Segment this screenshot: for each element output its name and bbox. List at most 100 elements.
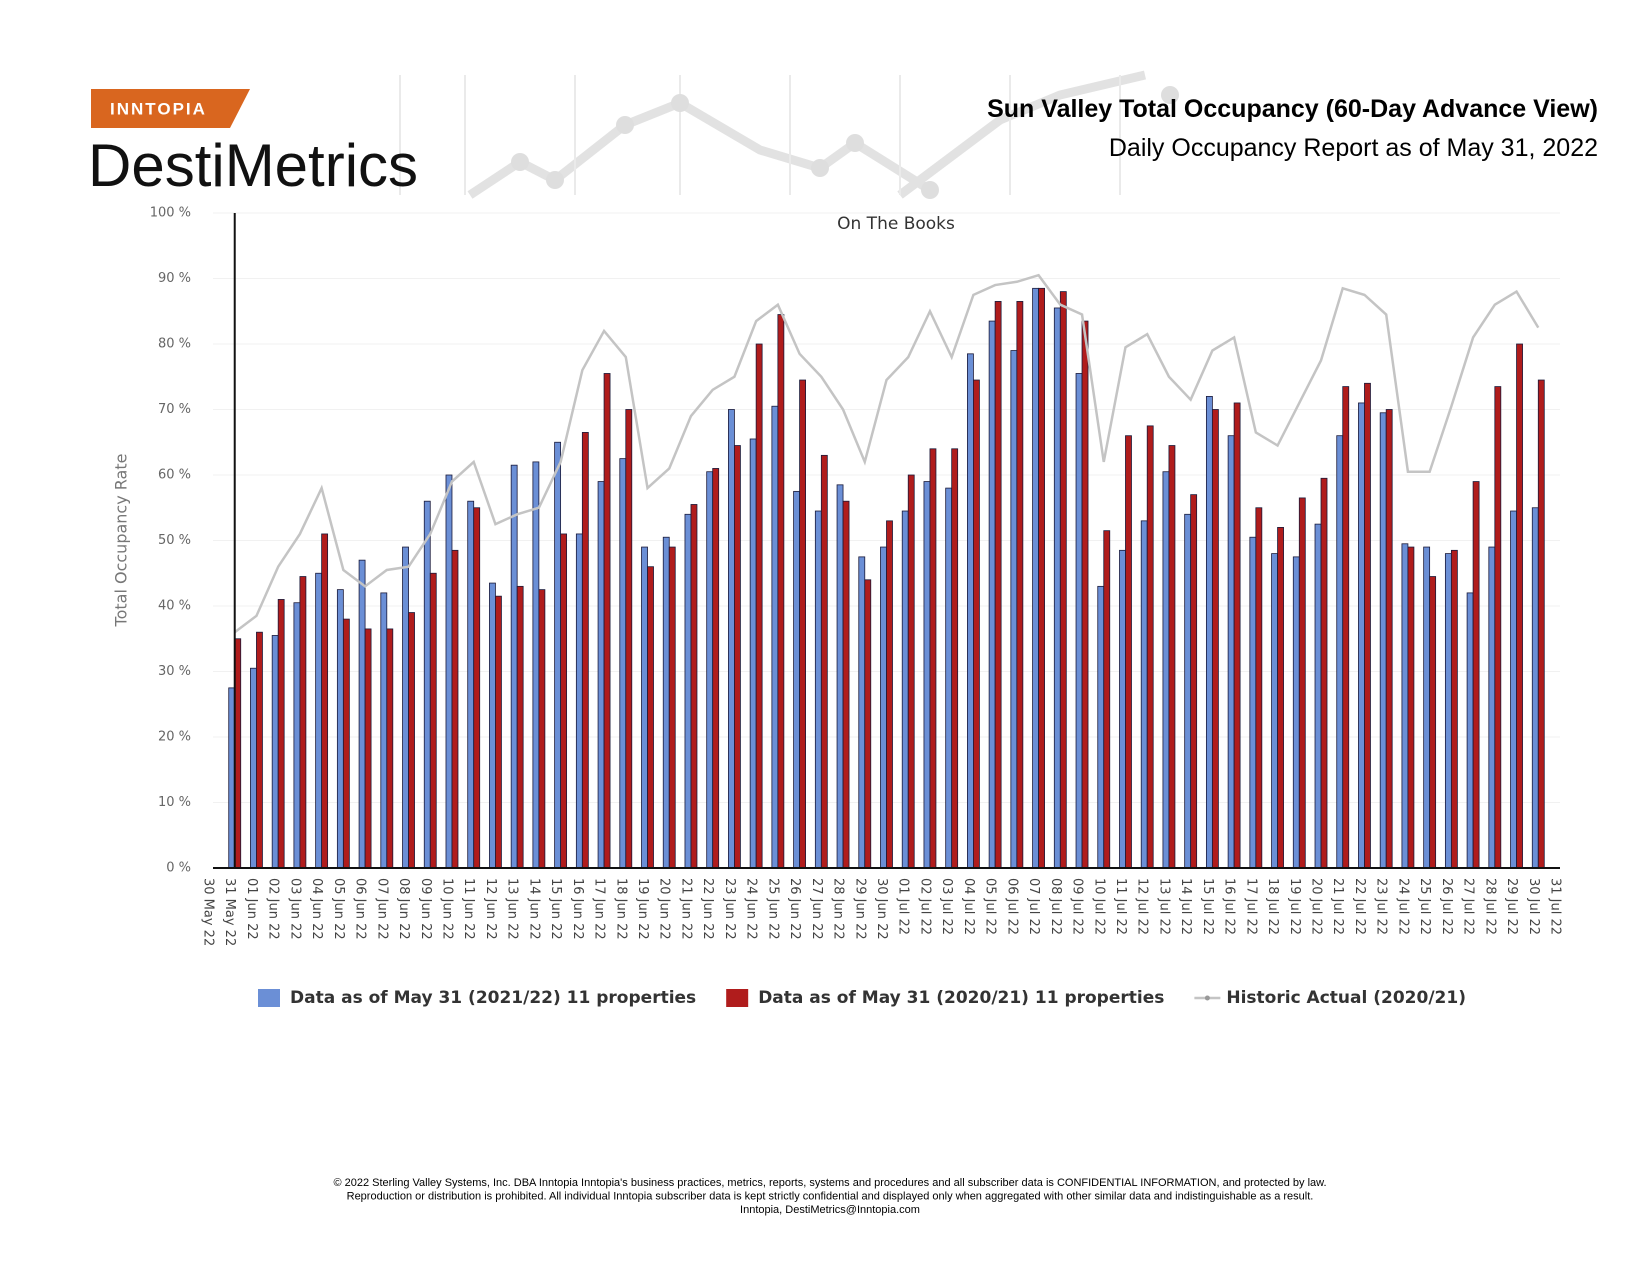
- line: [233, 273, 1540, 634]
- bar: [973, 379, 980, 869]
- bar: [647, 566, 654, 869]
- bar: [728, 409, 735, 869]
- bar: [1314, 523, 1322, 869]
- bar: [336, 589, 344, 869]
- legend-label: Historic Actual (2020/21): [1226, 988, 1466, 1008]
- x-tick-label: 23 Jun 22: [722, 878, 737, 940]
- bar: [619, 458, 627, 869]
- y-tick-label: 100 %: [150, 206, 191, 221]
- bar: [907, 474, 915, 869]
- x-tick-label: 20 Jul 22: [1309, 878, 1324, 935]
- y-tick-label: 90 %: [158, 271, 191, 286]
- logo-product: DestiMetrics: [88, 132, 418, 199]
- bar: [1053, 307, 1061, 869]
- bar: [1119, 549, 1126, 869]
- x-tick-label: 31 May 22: [222, 878, 237, 946]
- legend-label: Data as of May 31 (2021/22) 11 propertie…: [290, 988, 696, 1008]
- x-tick-label: 29 Jul 22: [1504, 878, 1519, 935]
- bar: [749, 438, 757, 869]
- x-tick-label: 27 Jun 22: [809, 878, 824, 940]
- bar: [575, 533, 583, 869]
- bar: [1081, 320, 1089, 869]
- x-tick-label: 08 Jul 22: [1048, 878, 1063, 935]
- bar: [358, 559, 366, 869]
- bar: [1190, 494, 1198, 869]
- bar: [532, 461, 540, 869]
- y-tick-label: 20 %: [158, 730, 191, 745]
- bar: [408, 612, 415, 869]
- bar: [929, 448, 937, 869]
- plot-title: On The Books: [837, 214, 955, 234]
- bar: [994, 301, 1002, 869]
- bar: [864, 579, 872, 869]
- x-tick-label: 12 Jul 22: [1135, 878, 1150, 935]
- bar: [516, 585, 524, 869]
- bar: [271, 635, 279, 869]
- x-tick-label: 27 Jul 22: [1461, 878, 1476, 935]
- bar: [734, 445, 741, 869]
- x-tick-label: 13 Jun 22: [505, 878, 520, 940]
- x-tick-label: 17 Jul 22: [1243, 878, 1258, 935]
- bar: [814, 510, 822, 869]
- x-tick-label: 11 Jul 22: [1113, 878, 1128, 935]
- bar: [706, 471, 714, 869]
- legend-swatch: [726, 989, 749, 1007]
- bar: [1103, 530, 1111, 869]
- bar: [495, 595, 502, 869]
- bar: [712, 468, 720, 869]
- bar: [945, 487, 953, 869]
- bar: [386, 628, 394, 869]
- bar: [858, 556, 866, 869]
- x-tick-label: 03 Jun 22: [287, 878, 302, 940]
- x-tick-label: 08 Jun 22: [396, 878, 411, 940]
- bar: [793, 490, 800, 869]
- bar: [799, 379, 806, 869]
- x-tick-label: 10 Jun 22: [439, 878, 454, 940]
- bar: [1488, 546, 1496, 869]
- bar: [842, 500, 850, 869]
- chart-subtitle: Daily Occupancy Report as of May 31, 202…: [1109, 134, 1598, 162]
- bar: [510, 464, 518, 869]
- bar: [886, 520, 893, 869]
- bar: [364, 628, 372, 869]
- bar: [597, 481, 605, 869]
- bar: [923, 481, 931, 869]
- bar: [277, 599, 285, 869]
- bar: [1450, 549, 1458, 869]
- bar: [1537, 379, 1545, 869]
- bar: [1184, 513, 1192, 869]
- bar: [771, 405, 779, 869]
- bar: [967, 353, 974, 869]
- x-tick-label: 30 Jul 22: [1526, 878, 1541, 935]
- x-tick-label: 28 Jul 22: [1482, 878, 1497, 935]
- x-tick-label: 18 Jul 22: [1265, 878, 1280, 935]
- bar: [1227, 435, 1235, 869]
- x-tick-label: 16 Jul 22: [1222, 878, 1237, 935]
- x-tick-label: 06 Jun 22: [353, 878, 368, 940]
- bar: [1125, 435, 1132, 869]
- x-tick-label: 15 Jun 22: [548, 878, 563, 940]
- bar: [467, 500, 475, 869]
- x-tick-label: 28 Jun 22: [831, 878, 846, 940]
- bar: [380, 592, 388, 869]
- x-tick-label: 24 Jul 22: [1395, 878, 1410, 935]
- bar: [429, 572, 437, 869]
- x-tick-label: 09 Jul 22: [1070, 878, 1085, 935]
- y-tick-label: 10 %: [158, 795, 191, 810]
- footer-line: Inntopia, DestiMetrics@Inntopia.com: [740, 1204, 920, 1216]
- legend-swatch: [258, 989, 280, 1007]
- bar: [1298, 497, 1306, 869]
- y-axis-label: Total Occupancy Rate: [112, 454, 131, 628]
- x-tick-label: 18 Jun 22: [613, 878, 628, 940]
- bar: [293, 602, 301, 869]
- bar: [299, 576, 307, 869]
- bar: [473, 507, 481, 869]
- x-tick-label: 30 May 22: [201, 878, 216, 946]
- x-tick-label: 05 Jun 22: [331, 878, 346, 940]
- bar: [1472, 481, 1480, 869]
- bar: [820, 454, 828, 869]
- x-tick-label: 11 Jun 22: [461, 878, 476, 940]
- x-tick-label: 05 Jul 22: [983, 878, 998, 935]
- bar: [1336, 435, 1344, 869]
